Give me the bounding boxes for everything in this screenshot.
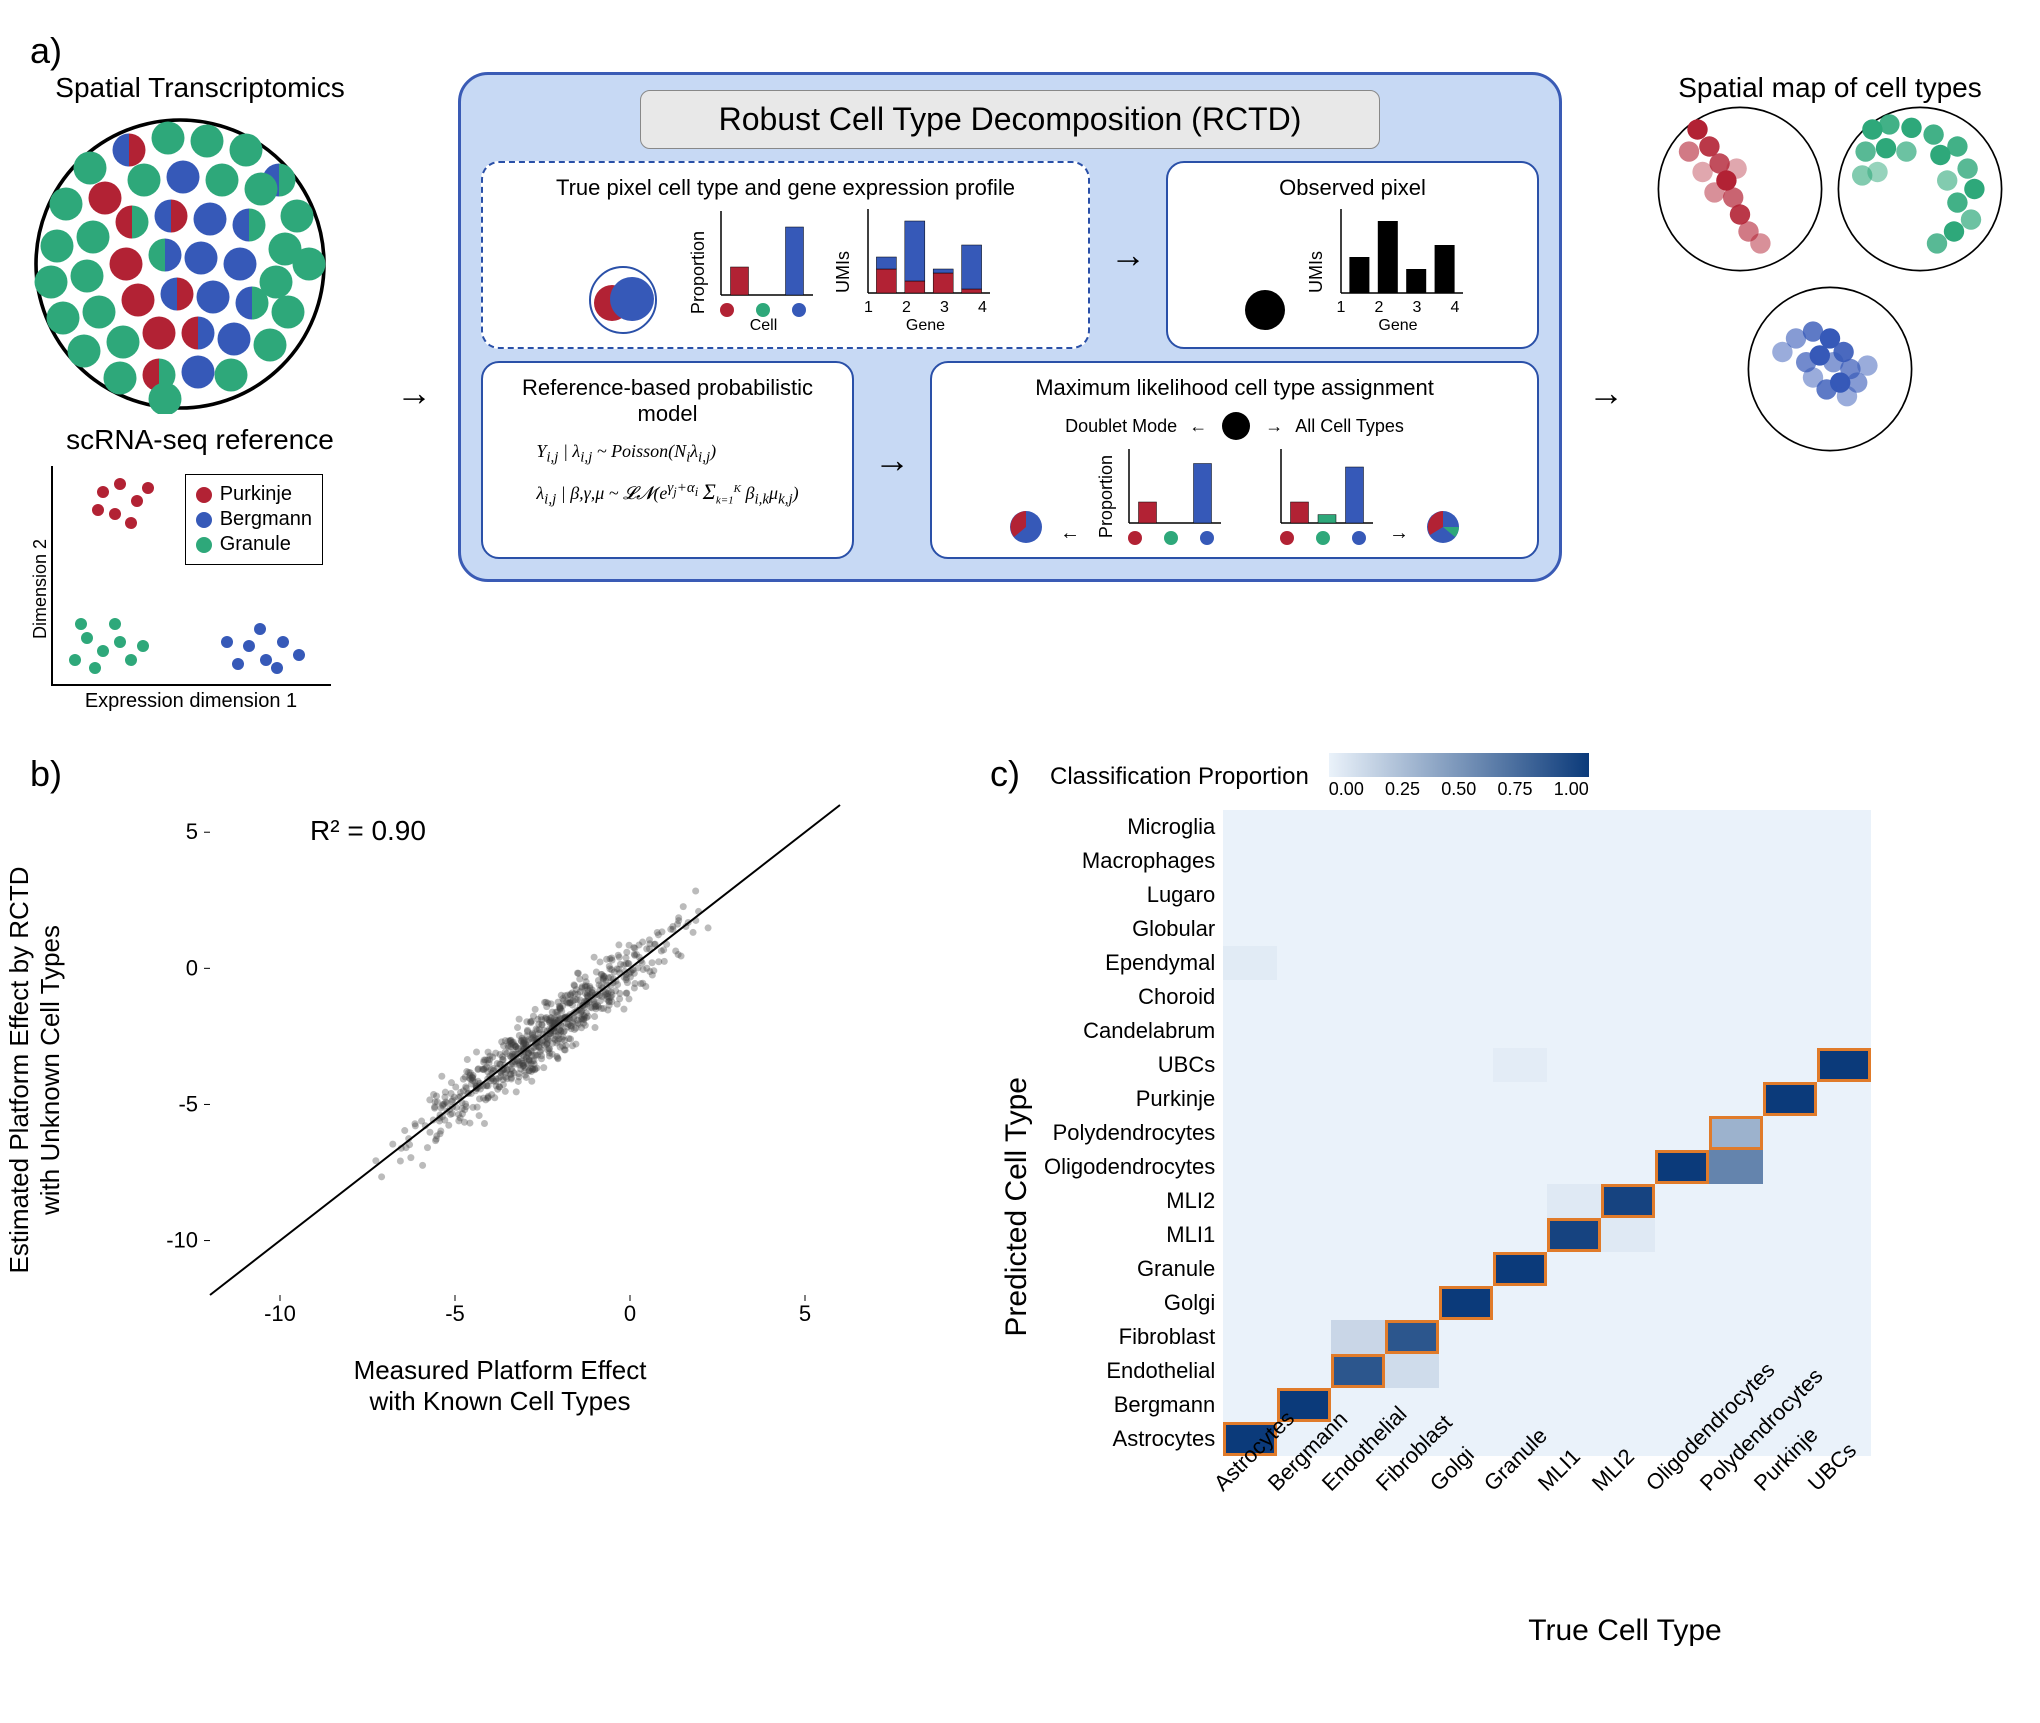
svg-text:-5: -5 [178, 1091, 198, 1116]
rctd-box-observed: Observed pixel UMIs 1234 Gene [1166, 161, 1539, 349]
arrow-icon: → [390, 372, 438, 414]
rctd-title: Robust Cell Type Decomposition (RCTD) [640, 90, 1381, 149]
panel-c-xlabel: True Cell Type [1240, 1614, 2010, 1648]
panel-a-label: a) [30, 30, 2010, 72]
box4-left-chart: Proportion [1096, 449, 1221, 545]
panel-a: a) Spatial Transcriptomics scRNA-seq ref… [30, 30, 2010, 713]
r2-label: R² = 0.90 [310, 815, 426, 847]
box2-umi-chart: UMIs 1234 Gene [1306, 209, 1465, 335]
heatmap-xlabels: AstrocytesBergmannEndothelialFibroblastG… [1223, 1464, 1871, 1604]
box1-proportion-chart: Proportion Cell [688, 211, 813, 335]
arrow-icon: ← [1189, 416, 1207, 437]
box1-prop-xlabel: Cell [750, 317, 778, 335]
box1-umi-chart: UMIs 1234 Gene [833, 209, 992, 335]
box4-left-label: Doublet Mode [1065, 416, 1177, 437]
colorbar: Classification Proportion 0.000.250.500.… [1050, 753, 1589, 800]
arrow-icon: ← [1060, 522, 1080, 545]
arrow-icon: → [1582, 372, 1630, 414]
panel-a-right: Spatial map of cell types [1650, 72, 2010, 454]
arrow-icon: → [868, 439, 916, 481]
spatial-transcriptomics-title: Spatial Transcriptomics [30, 72, 370, 104]
box4-ylabel: Proportion [1096, 455, 1117, 538]
black-pixel-icon [1219, 409, 1253, 443]
panel-c: c) Classification Proportion 0.000.250.5… [990, 753, 2010, 1648]
black-pixel-icon [1240, 285, 1290, 335]
panel-b-label: b) [30, 753, 930, 795]
scrnaseq-legend: PurkinjeBergmannGranule [185, 474, 323, 565]
box4-right-chart [1273, 449, 1373, 545]
svg-text:-5: -5 [445, 1301, 465, 1326]
box2-ylabel: UMIs [1306, 251, 1327, 293]
spatial-transcriptomics-circle [30, 114, 330, 414]
heatmap-ylabels: MicrogliaMacrophagesLugaroGlobularEpendy… [1044, 810, 1223, 1604]
arrow-icon: → [1389, 522, 1409, 545]
box1-prop-ylabel: Proportion [688, 231, 709, 314]
svg-text:5: 5 [799, 1301, 811, 1326]
box3-eq2: λi,j | β,γ,μ ~ 𝓛𝓝(eγj+αi Σk=1K βi,kμk,j) [536, 472, 798, 514]
pie-icon [1008, 509, 1044, 545]
scatter-b-svg: -10 -5 0 5 -10 -5 0 5 [150, 795, 850, 1345]
svg-text:0: 0 [624, 1301, 636, 1326]
scrnaseq-ylabel: Dimension 2 [30, 539, 51, 639]
box4-right-label: All Cell Types [1295, 416, 1404, 437]
heatmap: MicrogliaMacrophagesLugaroGlobularEpendy… [1044, 810, 1871, 1604]
box2-title: Observed pixel [1279, 175, 1426, 201]
box4-title: Maximum likelihood cell type assignment [1035, 375, 1434, 401]
panel-b-xlabel: Measured Platform Effectwith Known Cell … [150, 1355, 850, 1417]
scrnaseq-scatter: PurkinjeBergmannGranule [51, 466, 331, 686]
figure: a) Spatial Transcriptomics scRNA-seq ref… [30, 30, 2010, 1648]
box2-xlabel: Gene [1378, 317, 1417, 335]
panel-a-left: Spatial Transcriptomics scRNA-seq refere… [30, 72, 370, 713]
arrow-icon: → [1265, 416, 1283, 437]
spatial-map-red [1655, 104, 1825, 274]
venn-icon [578, 265, 668, 335]
box3-title: Reference-based probabilistic model [499, 375, 836, 427]
rctd-box-mle: Maximum likelihood cell type assignment … [930, 361, 1539, 559]
rctd-box-model: Reference-based probabilistic model Yi,j… [481, 361, 854, 559]
box1-umi-xlabel: Gene [906, 317, 945, 335]
spatial-map-green [1835, 104, 2005, 274]
heatmap-grid [1223, 810, 1871, 1456]
panel-c-ylabel: Predicted Cell Type [990, 1077, 1044, 1337]
spatial-map-blue [1745, 284, 1915, 454]
svg-text:0: 0 [186, 955, 198, 980]
arrow-icon: → [1104, 234, 1152, 276]
panel-c-label: c) [990, 753, 1020, 795]
rctd-box-true-pixel: True pixel cell type and gene expression… [481, 161, 1090, 349]
box1-title: True pixel cell type and gene expression… [556, 175, 1015, 201]
svg-text:5: 5 [186, 819, 198, 844]
box3-eq1: Yi,j | λi,j ~ Poisson(Niλi,j) [536, 435, 798, 472]
panel-b-ylabel: Estimated Platform Effect by RCTDwith Un… [4, 795, 66, 1345]
pie-icon [1425, 509, 1461, 545]
scrnaseq-title: scRNA-seq reference [30, 424, 370, 456]
spatial-map-title: Spatial map of cell types [1678, 72, 1982, 104]
svg-text:-10: -10 [166, 1228, 198, 1253]
scatter-b: Estimated Platform Effect by RCTDwith Un… [150, 795, 850, 1345]
scrnaseq-xlabel: Expression dimension 1 [51, 690, 331, 713]
box1-umi-ylabel: UMIs [833, 251, 854, 293]
rctd-box: Robust Cell Type Decomposition (RCTD) Tr… [458, 72, 1562, 582]
colorbar-title: Classification Proportion [1050, 763, 1309, 791]
svg-text:-10: -10 [264, 1301, 296, 1326]
colorbar-gradient [1329, 753, 1589, 777]
panel-b: b) Estimated Platform Effect by RCTDwith… [30, 753, 930, 1417]
